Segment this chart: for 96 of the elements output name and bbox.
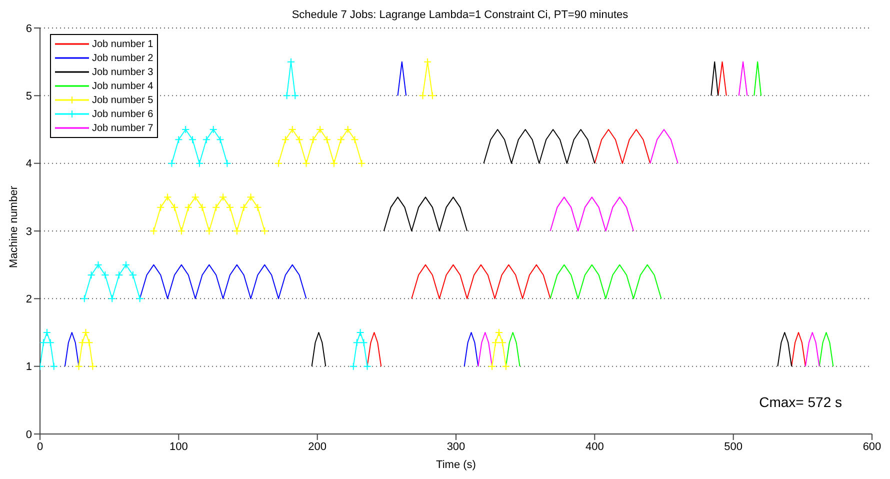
point <box>360 338 368 347</box>
y-tick-label: 0 <box>26 428 32 441</box>
point <box>88 362 97 370</box>
point <box>492 338 500 347</box>
y-tick-label: 1 <box>26 361 32 374</box>
y-tick-label: 6 <box>26 22 32 35</box>
point <box>274 159 283 168</box>
chart-title: Schedule 7 Jobs: Lagrange Lambda=1 Constraint Ci, PT=90 minutes <box>290 8 630 22</box>
point <box>115 270 124 279</box>
point <box>330 159 338 168</box>
legend-label: Job number 7 <box>92 122 154 134</box>
point <box>108 294 116 303</box>
point <box>50 362 58 370</box>
legend-label: Job number 5 <box>92 94 154 106</box>
point <box>352 338 361 347</box>
point <box>170 203 179 212</box>
point <box>254 203 262 212</box>
point <box>288 126 296 134</box>
point <box>82 328 90 336</box>
legend-label: Job number 4 <box>92 80 154 92</box>
point <box>223 159 232 168</box>
point <box>356 328 364 336</box>
point <box>87 270 96 279</box>
point <box>101 270 110 279</box>
y-tick-label: 3 <box>26 226 32 238</box>
point <box>128 270 137 279</box>
legend-label: Job number 3 <box>92 66 154 78</box>
point <box>260 227 269 235</box>
x-tick-label: 600 <box>862 440 882 453</box>
point <box>191 193 200 202</box>
point <box>246 193 255 202</box>
legend-label: Job number 6 <box>92 108 154 120</box>
y-tick-label: 2 <box>26 294 32 306</box>
x-tick-label: 300 <box>446 440 466 453</box>
point <box>428 92 436 100</box>
point <box>358 159 366 168</box>
point <box>281 136 290 144</box>
y-axis-title: Machine number <box>8 186 20 268</box>
point <box>42 328 51 336</box>
point <box>94 260 102 269</box>
point <box>216 136 224 144</box>
point <box>291 92 300 100</box>
point <box>219 193 228 202</box>
annotation: Cmax= 572 s <box>759 394 842 410</box>
point <box>156 203 165 212</box>
x-tick-label: 200 <box>308 440 327 453</box>
x-tick-label: 100 <box>169 440 188 453</box>
point <box>212 203 220 212</box>
y-tick-label: 5 <box>26 90 32 103</box>
point <box>498 338 506 347</box>
point <box>209 126 218 134</box>
point <box>46 338 54 347</box>
point <box>136 294 144 303</box>
legend-label: Job number 1 <box>92 38 154 50</box>
point <box>363 362 372 370</box>
point <box>80 294 88 303</box>
point <box>174 136 183 144</box>
point <box>202 136 210 144</box>
point <box>150 227 158 235</box>
x-axis-title: Time (s) <box>436 459 476 471</box>
point <box>198 203 206 212</box>
y-tick-label: 4 <box>26 158 32 170</box>
point <box>74 362 83 370</box>
point <box>240 203 248 212</box>
legend-label: Job number 2 <box>92 52 154 64</box>
point <box>177 227 186 235</box>
point <box>85 338 94 347</box>
point <box>316 126 324 134</box>
point <box>418 92 427 100</box>
x-tick-label: 0 <box>36 440 44 453</box>
x-tick-label: 500 <box>724 440 743 453</box>
point <box>344 126 352 134</box>
point <box>494 328 503 336</box>
x-tick-label: 400 <box>585 440 604 453</box>
point <box>232 227 241 235</box>
point <box>182 126 190 134</box>
point <box>226 203 234 212</box>
point <box>168 159 176 168</box>
point <box>336 136 345 144</box>
point <box>302 159 310 168</box>
point <box>488 362 496 370</box>
point <box>164 193 172 202</box>
point <box>78 338 86 347</box>
point <box>282 92 291 100</box>
point <box>295 136 304 144</box>
point <box>350 136 359 144</box>
point <box>349 362 358 370</box>
point <box>323 136 332 144</box>
point <box>122 260 130 269</box>
point <box>195 159 204 168</box>
point <box>309 136 318 144</box>
point <box>40 338 48 347</box>
point <box>184 203 192 212</box>
point <box>502 362 510 370</box>
point <box>205 227 214 235</box>
point <box>188 136 197 144</box>
